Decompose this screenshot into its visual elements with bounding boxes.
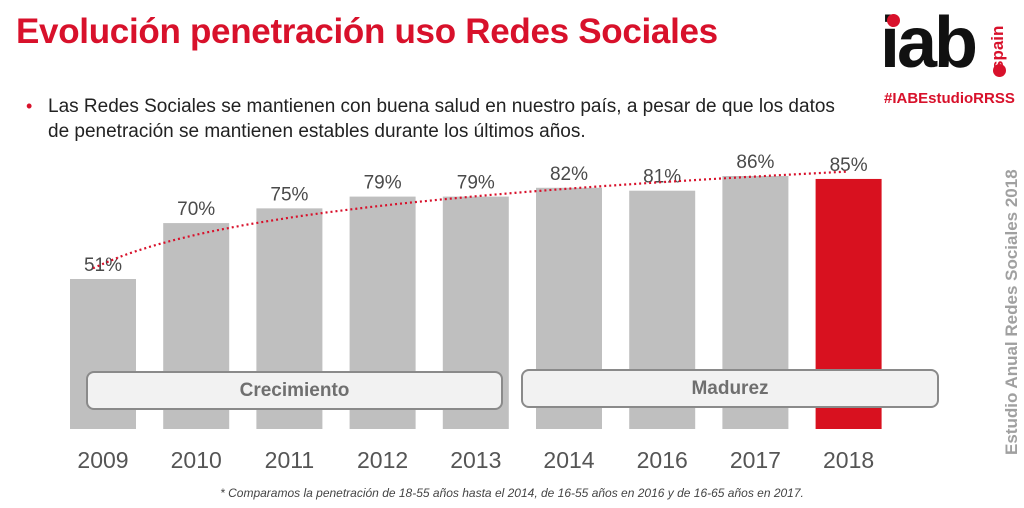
x-tick-2016: 2016 (637, 447, 688, 473)
value-label-2012: 79% (364, 173, 402, 194)
value-label-2018: 85% (830, 155, 868, 176)
logo-dot-icon (887, 14, 900, 27)
x-tick-2011: 2011 (265, 447, 314, 473)
x-tick-2018: 2018 (823, 447, 874, 473)
x-tick-2017: 2017 (730, 447, 781, 473)
logo-dot-icon (993, 64, 1006, 77)
page-title: Evolución penetración uso Redes Sociales (16, 12, 718, 51)
x-tick-2009: 2009 (77, 447, 128, 473)
x-tick-2010: 2010 (171, 447, 222, 473)
footnote: * Comparamos la penetración de 18-55 año… (220, 486, 804, 500)
bullet-point: • Las Redes Sociales se mantienen con bu… (26, 94, 846, 144)
phase-label: Madurez (691, 377, 769, 399)
value-label-2013: 79% (457, 173, 495, 194)
phase-box-madurez: Madurez (521, 369, 939, 408)
x-tick-2014: 2014 (543, 447, 594, 473)
phase-label: Crecimiento (239, 379, 350, 401)
trendline (92, 170, 849, 270)
value-label-2017: 86% (736, 152, 774, 173)
x-tick-2012: 2012 (357, 447, 408, 473)
hashtag: #IABEstudioRRSS (884, 90, 1015, 107)
bullet-marker: • (26, 96, 33, 116)
value-label-2011: 75% (270, 184, 308, 205)
bullet-text: Las Redes Sociales se mantienen con buen… (48, 96, 835, 142)
value-label-2014: 82% (550, 164, 588, 185)
iab-logo: iab spain (880, 3, 1020, 84)
value-label-2016: 81% (643, 167, 681, 188)
value-label-2010: 70% (177, 199, 215, 220)
x-tick-2013: 2013 (450, 447, 501, 473)
phase-box-crecimiento: Crecimiento (86, 371, 503, 410)
